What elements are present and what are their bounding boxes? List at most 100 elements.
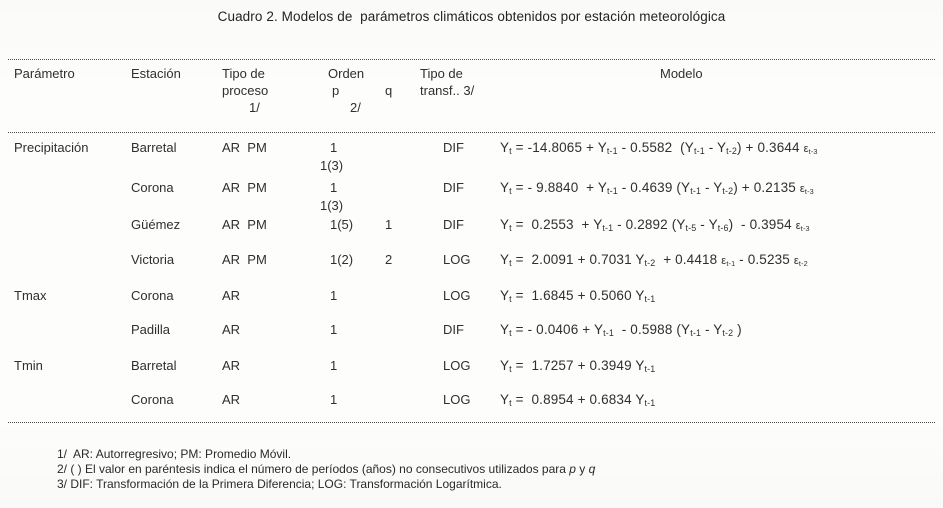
cell-orden-p: 1 <box>330 322 338 337</box>
subscript: t <box>509 186 512 197</box>
cell-estacion: Barretal <box>131 358 177 373</box>
subscript: t-2 <box>798 259 808 269</box>
cell-tipo-transf: DIF <box>443 217 464 232</box>
subscript: t-1 <box>644 364 656 375</box>
cell-estacion: Barretal <box>131 140 177 155</box>
cell-orden-p: 1(5) <box>330 217 354 232</box>
subscript: t-3 <box>808 147 818 157</box>
cell-orden-p: 1(2) <box>330 252 354 267</box>
column-header-parametro: Parámetro <box>14 66 75 81</box>
column-header-tipo-transf-line1: Tipo de <box>420 66 463 81</box>
subscript: t-3 <box>804 187 814 197</box>
cell-estacion: Padilla <box>131 322 171 337</box>
cell-orden-q: 1 <box>385 217 393 232</box>
cell-estacion: Corona <box>131 180 174 195</box>
subscript: t-6 <box>717 223 729 234</box>
subscript: t <box>509 223 512 234</box>
subscript: t-1 <box>690 186 702 197</box>
subscript: t-2 <box>722 186 734 197</box>
column-header-tipo-proceso-note: 1/ <box>249 100 260 115</box>
subscript: t <box>509 146 512 157</box>
cell-parametro: Tmax <box>14 288 47 303</box>
cell-estacion: Corona <box>131 288 174 303</box>
subscript: t-2 <box>726 146 737 157</box>
epsilon-symbol: εt-3 <box>795 220 810 234</box>
column-header-tipo-proceso-line2: proceso <box>222 83 269 98</box>
cell-estacion: Güémez <box>131 217 181 232</box>
cell-estacion: Corona <box>131 392 174 407</box>
cell-tipo-proceso: AR <box>222 392 241 407</box>
cell-orden-p-secondary: 1(3) <box>320 198 344 213</box>
cell-tipo-proceso: AR <box>222 322 241 337</box>
cell-modelo-formula: Yt = 1.7257 + 0.3949 Yt-1 <box>500 358 656 375</box>
subscript: t <box>509 258 512 269</box>
subscript: t-1 <box>602 223 614 234</box>
page-title: Cuadro 2. Modelos de parámetros climátic… <box>217 9 726 24</box>
column-header-tipo-proceso-line1: Tipo de <box>222 66 265 81</box>
cell-orden-p: 1 <box>330 288 338 303</box>
cell-tipo-transf: LOG <box>443 392 471 407</box>
cell-modelo-formula: Yt = - 0.0406 + Yt-1 - 0.5988 (Yt-1 - Yt… <box>500 322 742 339</box>
table-rule-bottom <box>8 422 935 423</box>
footnote-2: 2/ ( ) El valor en paréntesis indica el … <box>57 462 595 477</box>
subscript: t-1 <box>690 328 702 339</box>
footnote-1: 1/ AR: Autorregresivo; PM: Promedio Móvi… <box>57 447 292 461</box>
subscript: t-1 <box>603 328 614 339</box>
column-header-tipo-transf-line2: transf.. 3/ <box>420 83 475 98</box>
footnote-2-conjunction: y <box>575 462 589 476</box>
cell-tipo-transf: LOG <box>443 288 471 303</box>
footnote-2-italic-p: p <box>569 462 576 476</box>
cell-tipo-transf: DIF <box>443 180 464 195</box>
cell-tipo-transf: DIF <box>443 140 464 155</box>
cell-tipo-proceso: AR PM <box>222 180 267 195</box>
subscript: t-2 <box>644 258 656 269</box>
subscript: t <box>509 328 512 339</box>
epsilon-symbol: εt-3 <box>803 143 818 157</box>
cell-orden-p: 1 <box>330 358 338 373</box>
cell-tipo-proceso: AR <box>222 288 241 303</box>
cell-tipo-proceso: AR PM <box>222 217 267 232</box>
cell-tipo-transf: LOG <box>443 358 471 373</box>
subscript: t <box>509 364 512 375</box>
table-rule-middle <box>8 132 935 133</box>
subscript: t-2 <box>722 328 734 339</box>
cell-tipo-proceso: AR PM <box>222 252 267 267</box>
footnote-2-text: 2/ ( ) El valor en paréntesis indica el … <box>57 462 570 476</box>
subscript: t-1 <box>726 259 736 269</box>
column-header-estacion: Estación <box>131 66 181 81</box>
cell-modelo-formula: Yt = -14.8065 + Yt-1 - 0.5582 (Yt-1 - Yt… <box>500 140 818 157</box>
subscript: t-1 <box>606 146 618 157</box>
column-header-orden-p: p <box>332 83 340 98</box>
table-rule-top <box>8 59 935 60</box>
column-header-orden-note: 2/ <box>350 100 361 115</box>
epsilon-symbol: εt-1 <box>721 255 736 269</box>
cell-tipo-proceso: AR <box>222 358 241 373</box>
column-header-modelo: Modelo <box>660 66 703 81</box>
cell-modelo-formula: Yt = 2.0091 + 0.7031 Yt-2 + 0.4418 εt-1 … <box>500 252 808 269</box>
cell-parametro: Precipitación <box>14 140 89 155</box>
subscript: t-1 <box>644 398 656 409</box>
subscript: t-5 <box>685 223 697 234</box>
epsilon-symbol: εt-2 <box>793 255 808 269</box>
column-header-orden-q: q <box>385 83 393 98</box>
subscript: t <box>509 294 512 305</box>
cell-estacion: Victoria <box>131 252 175 267</box>
column-header-orden: Orden <box>328 66 365 81</box>
epsilon-symbol: εt-3 <box>799 183 814 197</box>
subscript: t-3 <box>800 224 810 234</box>
footnote-3: 3/ DIF: Transformación de la Primera Dif… <box>57 477 502 491</box>
cell-orden-p: 1 <box>330 180 338 195</box>
cell-tipo-transf: DIF <box>443 322 464 337</box>
cell-tipo-proceso: AR PM <box>222 140 267 155</box>
subscript: t-1 <box>644 294 656 305</box>
subscript: t <box>509 398 512 409</box>
cell-orden-p: 1 <box>330 140 338 155</box>
subscript: t-1 <box>693 146 705 157</box>
cell-modelo-formula: Yt = 0.2553 + Yt-1 - 0.2892 (Yt-5 - Yt-6… <box>500 217 810 234</box>
footnote-2-italic-q: q <box>588 462 596 476</box>
cell-modelo-formula: Yt = - 9.8840 + Yt-1 - 0.4639 (Yt-1 - Yt… <box>500 180 814 197</box>
cell-modelo-formula: Yt = 0.8954 + 0.6834 Yt-1 <box>500 392 656 409</box>
cell-orden-p-secondary: 1(3) <box>320 158 344 173</box>
cell-tipo-transf: LOG <box>443 252 471 267</box>
